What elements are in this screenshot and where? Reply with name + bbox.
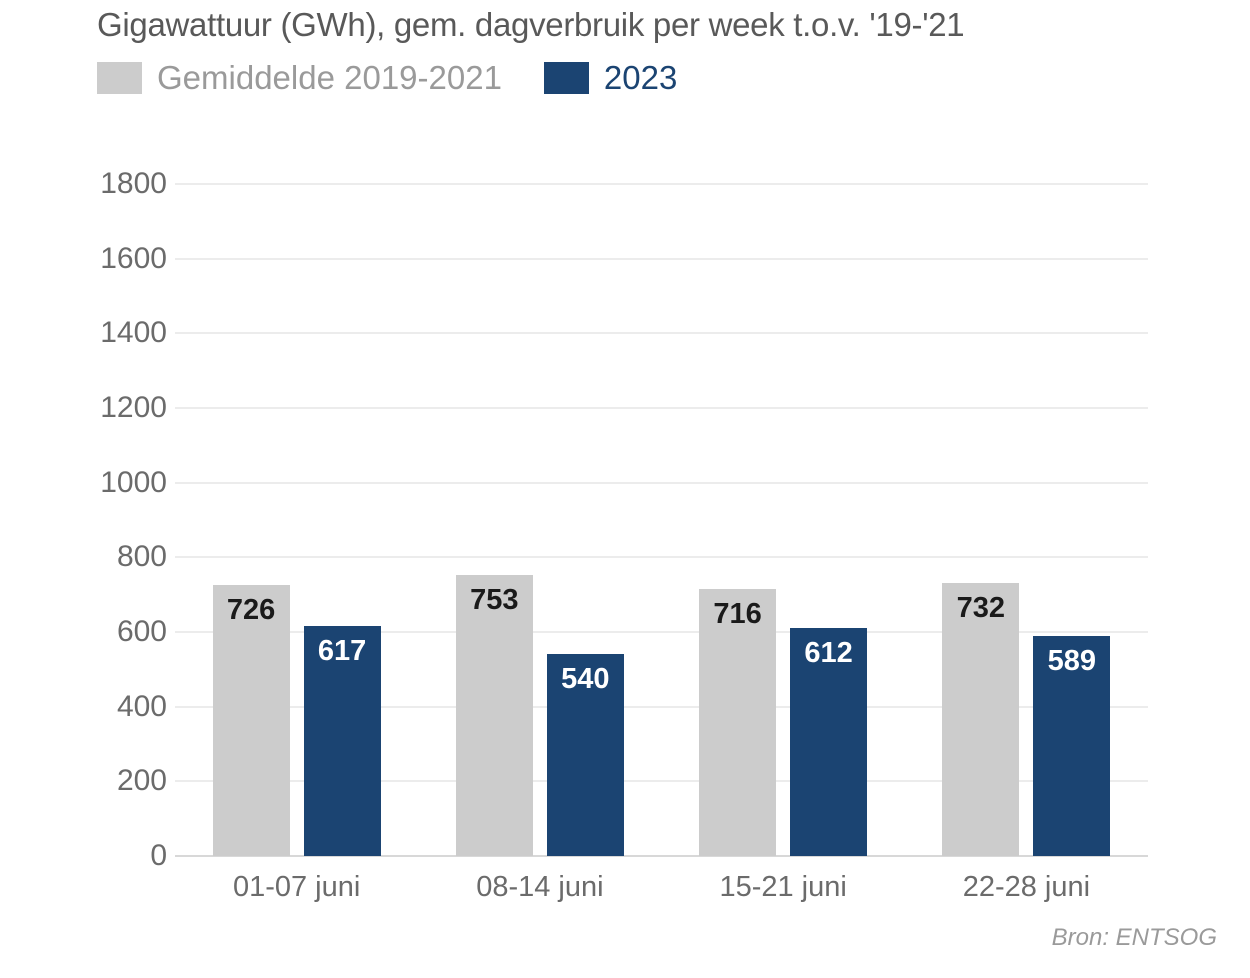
gridline-1000 xyxy=(175,481,1148,484)
bar-value-label: 617 xyxy=(317,634,367,667)
bar-group-15-21-juni: 716 612 15-21 juni xyxy=(662,184,905,903)
bar-value-label: 726 xyxy=(226,593,276,626)
bar-2023-01-07-juni: 617 xyxy=(303,625,381,856)
x-axis-tick-08-14-juni: 08-14 juni xyxy=(476,871,604,903)
y-axis-tick-1600: 1600 xyxy=(100,241,167,275)
legend-swatch-average-2019-2021 xyxy=(97,61,142,94)
legend-swatch-2023 xyxy=(543,61,589,94)
bar-gemiddelde-2019-2021-01-07-juni: 726 xyxy=(212,584,290,856)
bar-gemiddelde-2019-2021-22-28-juni: 732 xyxy=(942,582,1020,856)
bar-gemiddelde-2019-2021-08-14-juni: 753 xyxy=(455,574,533,856)
y-axis-tick-1200: 1200 xyxy=(100,391,167,424)
bar-value-label: 753 xyxy=(470,583,519,616)
gridline-800 xyxy=(175,556,1148,559)
gridline-200 xyxy=(175,780,1148,783)
gridline-600 xyxy=(175,631,1148,633)
bar-group-01-07-juni: 726 617 01-07 juni xyxy=(175,184,418,903)
bar-2023-22-28-juni: 589 xyxy=(1033,636,1111,856)
bar-value-label: 589 xyxy=(1047,645,1097,678)
bar-2023-15-21-juni: 612 xyxy=(790,627,868,856)
bar-value-label: 732 xyxy=(956,591,1006,624)
bar-group-08-14-juni: 753 540 08-14 juni xyxy=(418,184,661,903)
x-axis-tick-01-07-juni: 01-07 juni xyxy=(232,871,361,903)
y-axis-tick-600: 600 xyxy=(116,615,167,648)
source-note: Bron: ENTSOG xyxy=(1051,924,1217,951)
gridline-1400 xyxy=(175,332,1148,335)
y-axis-tick-800: 800 xyxy=(116,540,167,574)
legend: Gemiddelde 2019-2021 2023 xyxy=(97,61,677,94)
gridline-1800 xyxy=(175,183,1148,185)
x-axis-tick-15-21-juni: 15-21 juni xyxy=(719,871,847,903)
y-axis-tick-200: 200 xyxy=(116,764,167,798)
gridline-0 xyxy=(175,855,1148,857)
bar-groups: 726 617 01-07 juni 753 540 08-14 juni 716 612 15… xyxy=(175,184,1148,903)
bar-value-label: 540 xyxy=(561,663,610,696)
y-axis-tick-400: 400 xyxy=(116,689,167,723)
gridline-1600 xyxy=(175,257,1148,260)
legend-label-2023: 2023 xyxy=(603,59,678,96)
gridline-400 xyxy=(175,705,1148,708)
chart-title: Gigawattuur (GWh), gem. dagverbruik per … xyxy=(97,6,965,43)
y-axis-tick-1800: 1800 xyxy=(100,167,167,200)
bar-gemiddelde-2019-2021-15-21-juni: 716 xyxy=(699,588,777,856)
y-axis-tick-1400: 1400 xyxy=(100,316,167,350)
plot-area: 0 200 400 600 800 1000 1200 1400 1600 1800 726 617 0… xyxy=(100,169,1148,903)
bar-group-22-28-juni: 732 589 22-28 juni xyxy=(905,184,1148,903)
bar-value-label: 612 xyxy=(804,636,853,669)
bar-value-label: 716 xyxy=(713,597,762,630)
x-axis-tick-22-28-juni: 22-28 juni xyxy=(962,871,1091,903)
bar-2023-08-14-juni: 540 xyxy=(546,654,624,856)
y-axis-tick-1000: 1000 xyxy=(100,465,167,499)
y-axis-tick-0: 0 xyxy=(150,839,167,872)
legend-label-average-2019-2021: Gemiddelde 2019-2021 xyxy=(157,59,502,96)
gridline-1200 xyxy=(175,407,1148,409)
